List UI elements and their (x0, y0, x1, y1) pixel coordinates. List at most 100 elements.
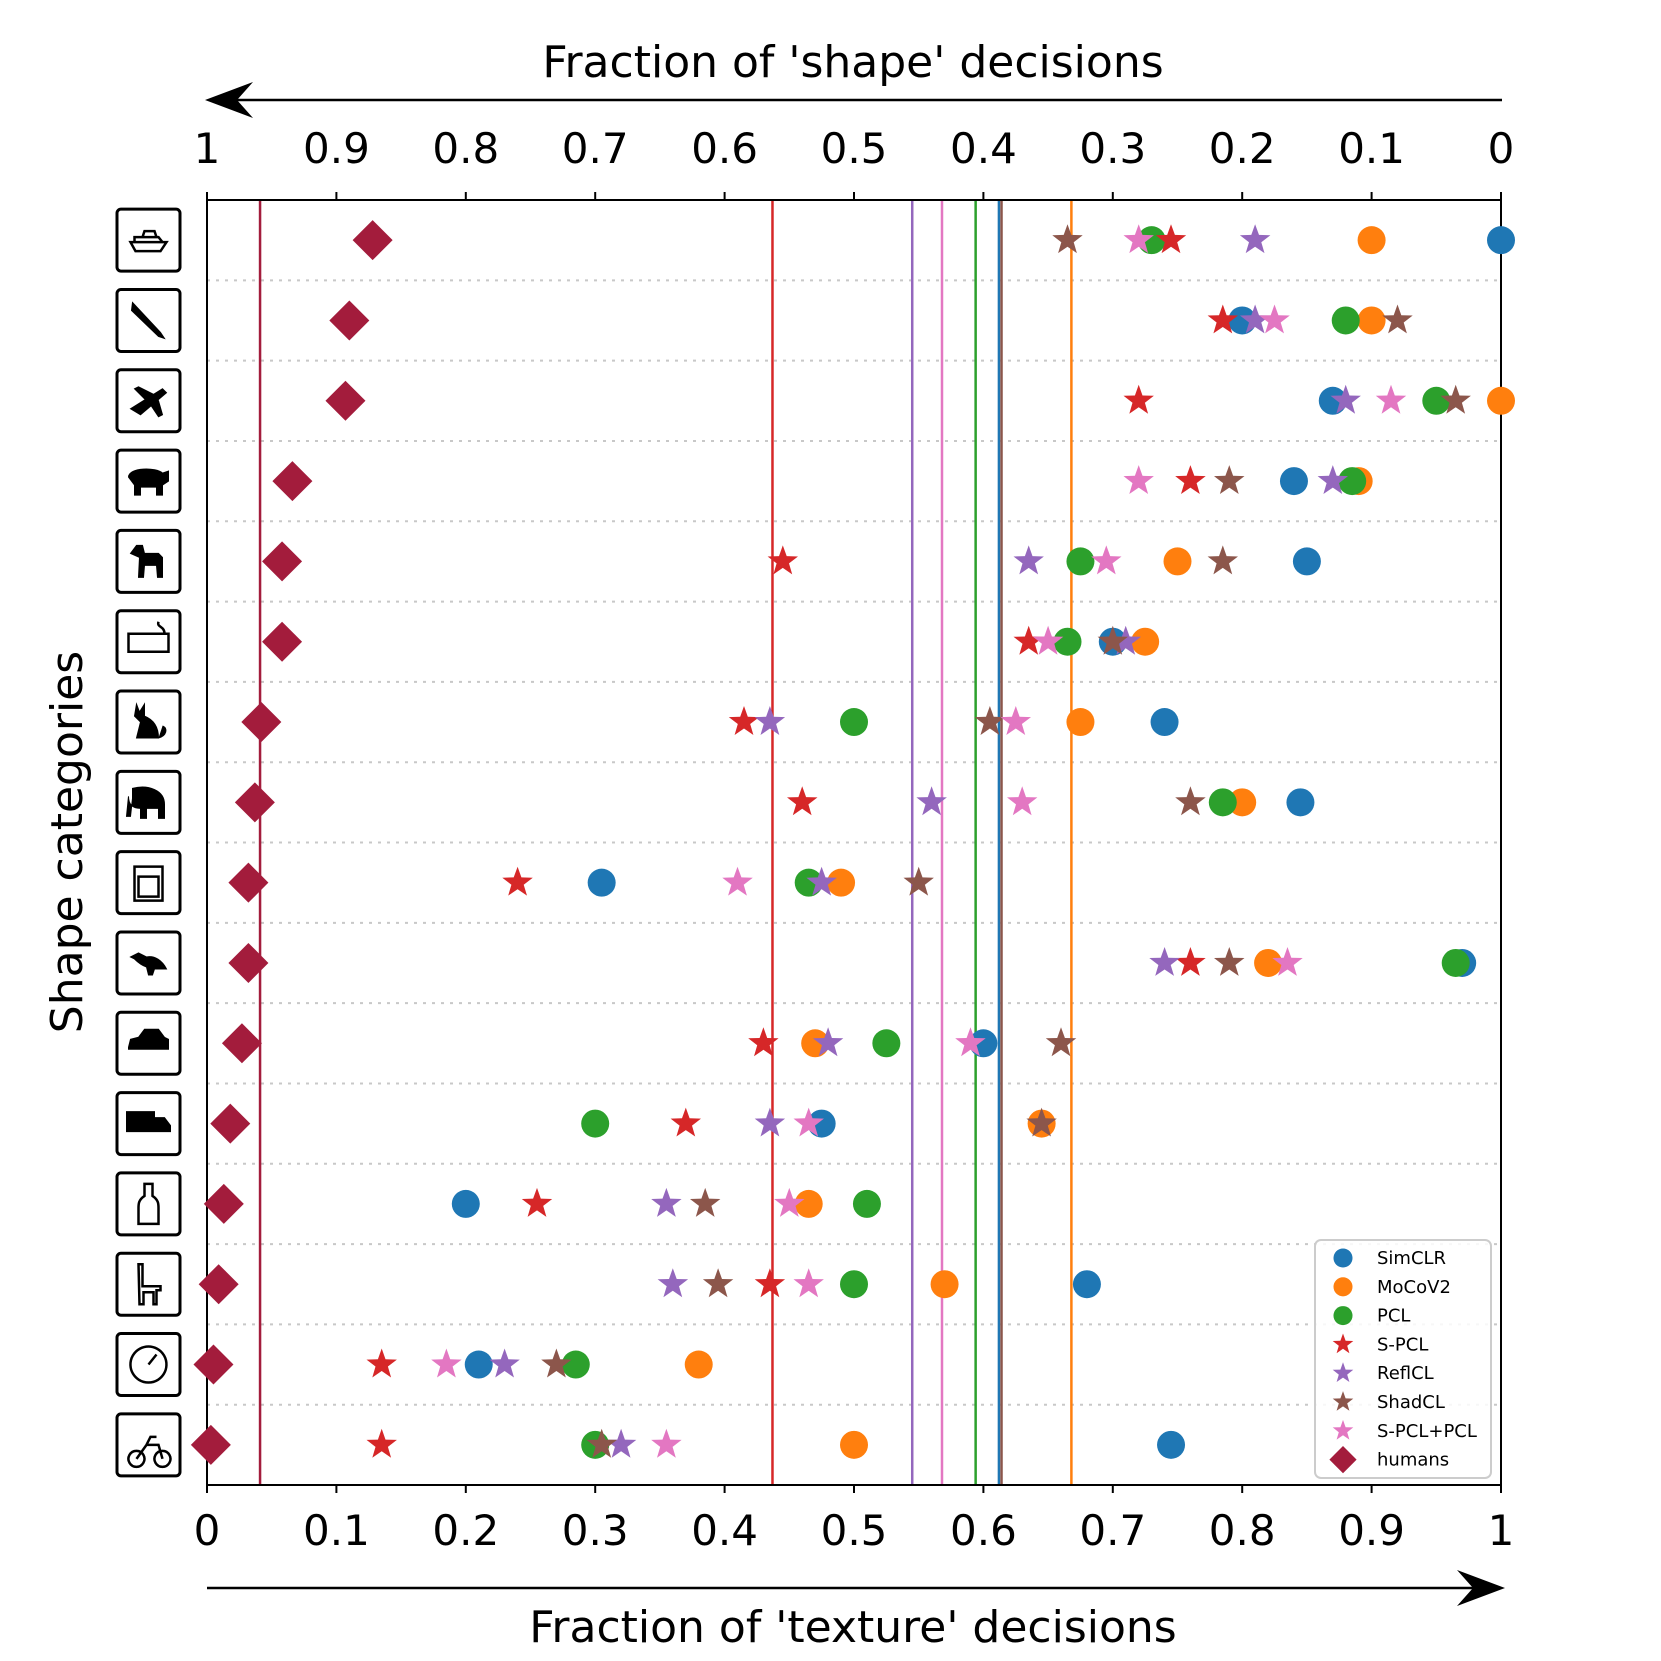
icon-frame (115, 850, 182, 916)
top-tick-label: 0.8 (432, 124, 499, 173)
data-point-s-pcl (787, 786, 818, 816)
grid-lines (207, 279, 1501, 1406)
series-reflcl (489, 224, 1361, 1458)
bicycle-icon (115, 1412, 182, 1478)
series-simclr (451, 226, 1515, 1459)
legend-label-simclr: SimCLR (1377, 1248, 1446, 1269)
data-point-simclr (1292, 547, 1321, 576)
data-point-shadcl (1207, 545, 1238, 575)
bicycle-glyph (127, 1435, 172, 1469)
data-point-s-pcl+pcl (1091, 545, 1122, 575)
top-tick-label: 0 (1488, 124, 1515, 173)
cat-icon (115, 689, 182, 755)
data-point-reflcl (657, 1268, 689, 1298)
data-point-reflcl (812, 1027, 844, 1057)
data-point-pcl (840, 708, 868, 737)
data-point-mocov2 (1066, 708, 1095, 737)
data-point-simclr (1279, 467, 1308, 496)
dog-icon (115, 528, 182, 594)
legend-label-mocov2: MoCoV2 (1377, 1277, 1451, 1298)
data-point-s-pcl (728, 706, 760, 735)
data-point-s-pcl (748, 1027, 779, 1057)
data-point-s-pcl+pcl (1007, 786, 1038, 816)
data-point-pcl (872, 1029, 901, 1058)
data-point-mocov2 (1487, 386, 1515, 415)
data-point-mocov2 (840, 1430, 868, 1459)
keyboard-icon (115, 609, 182, 675)
bottom-tick-label: 0.1 (303, 1506, 370, 1555)
data-point-humans (203, 1183, 244, 1224)
data-point-s-pcl+pcl (1123, 465, 1154, 494)
data-point-s-pcl+pcl (1272, 947, 1303, 976)
data-point-pcl (561, 1350, 590, 1379)
data-point-s-pcl (1175, 947, 1206, 976)
data-point-mocov2 (827, 868, 856, 897)
data-point-humans (325, 380, 366, 421)
data-point-reflcl (1317, 465, 1348, 494)
bottom-tick-label: 0.6 (950, 1506, 1017, 1555)
top-tick-label: 0.7 (562, 124, 629, 173)
data-point-reflcl (754, 1107, 786, 1137)
top-tick-label: 0.2 (1209, 124, 1276, 173)
data-point-s-pcl+pcl (955, 1027, 986, 1057)
series-s-pcl+pcl (431, 224, 1407, 1458)
data-point-shadcl (1045, 1027, 1077, 1057)
top-tick-label: 0.9 (303, 124, 370, 173)
top-arrow-head (205, 82, 253, 118)
bottom-arrow-head (1457, 1570, 1505, 1606)
legend-marker-humans (1329, 1446, 1357, 1474)
icon-frame (115, 1251, 182, 1317)
data-point-shadcl (586, 1428, 617, 1458)
data-point-humans (234, 782, 275, 823)
data-point-pcl (1338, 467, 1367, 496)
series-humans (190, 220, 393, 1465)
data-point-mocov2 (1357, 226, 1386, 255)
legend-marker-shadcl (1332, 1391, 1354, 1411)
bottom-tick-label: 0.2 (432, 1506, 499, 1555)
data-point-shadcl (1052, 224, 1083, 254)
bird-glyph (129, 952, 168, 976)
data-point-pcl (1331, 306, 1360, 335)
series-s-pcl (366, 224, 1238, 1458)
icon-frame (115, 207, 182, 273)
data-point-reflcl (605, 1428, 637, 1458)
data-point-s-pcl+pcl (793, 1268, 824, 1298)
axis-ticks: 0 0.1 0.2 0.3 0.4 0.5 0.6 0.7 0.8 0.9 1 1 0.9 0.8 0.7 0… (194, 124, 1515, 1555)
data-point-reflcl (1239, 304, 1271, 334)
series-shadcl (541, 224, 1471, 1458)
bear-glyph (127, 468, 169, 496)
data-point-pcl (581, 1109, 610, 1138)
airplane-glyph (129, 386, 168, 418)
top-tick-label: 0.1 (1338, 124, 1405, 173)
legend-marker-reflcl (1332, 1362, 1354, 1382)
car-icon (115, 1010, 182, 1076)
data-point-shadcl (702, 1268, 734, 1298)
elephant-glyph (125, 786, 165, 819)
top-tick-label: 0.4 (950, 124, 1017, 173)
bottle-icon (115, 1171, 182, 1237)
data-point-s-pcl+pcl (774, 1187, 805, 1217)
data-point-humans (329, 300, 370, 341)
data-point-reflcl (1149, 947, 1180, 976)
icon-frame (115, 609, 182, 675)
bird-icon (115, 930, 182, 996)
data-point-humans (210, 1103, 251, 1144)
legend-box (1314, 1239, 1492, 1479)
data-point-mocov2 (1228, 788, 1257, 817)
legend-marker-s-pcl (1332, 1333, 1354, 1354)
data-point-humans (228, 862, 269, 903)
data-point-reflcl (754, 706, 786, 735)
data-point-humans (241, 702, 282, 743)
data-point-shadcl (690, 1187, 721, 1217)
bottom-tick-label: 0.3 (562, 1506, 629, 1555)
data-point-simclr (1487, 226, 1515, 255)
truck-icon (115, 1091, 182, 1157)
data-point-shadcl (974, 706, 1006, 735)
cat-glyph (133, 702, 167, 739)
legend-marker-simclr (1333, 1248, 1353, 1268)
icon-frame (115, 1171, 182, 1237)
data-point-s-pcl+pcl (1123, 224, 1154, 254)
top-tick-label: 0.3 (1079, 124, 1146, 173)
bottle-glyph (137, 1182, 160, 1226)
data-point-s-pcl+pcl (431, 1348, 462, 1378)
